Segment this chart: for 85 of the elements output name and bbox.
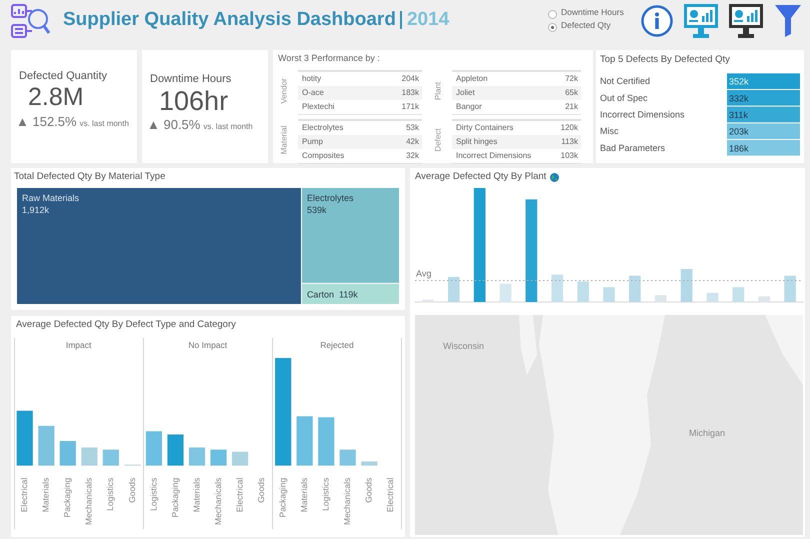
data-label: 32k <box>406 151 419 160</box>
category-label: Composites <box>302 151 344 160</box>
data-label: 120k <box>560 123 578 132</box>
category-label: hotity <box>302 74 322 84</box>
category-label: Carton <box>306 289 334 300</box>
data-label: 103k <box>560 151 578 160</box>
y-tick-label: Not Certified <box>600 76 650 86</box>
x-tick-label: Materials <box>191 478 202 512</box>
text: Worst 3 Performance by : <box>278 53 380 64</box>
text: Downtime Hours <box>561 7 624 18</box>
category-label: Electrolytes <box>302 123 344 132</box>
text: Defected Qty <box>561 20 611 31</box>
y-tick-label: Misc <box>600 126 619 136</box>
text: Supplier Quality Analysis Dashboard <box>63 9 396 31</box>
text: Impact <box>66 340 92 350</box>
x-tick-label: Packaging <box>277 477 288 518</box>
category-label: Plextechi <box>302 102 334 112</box>
y-tick-label: Out of Spec <box>600 92 648 103</box>
y-tick-label: Bad Parameters <box>600 142 666 153</box>
data-label: 53k <box>406 123 419 132</box>
text: ▲ 152.5% <box>16 114 77 129</box>
x-tick-label: Electrical <box>385 478 396 512</box>
text: vs. last month <box>80 119 129 128</box>
ref-line-label: Avg <box>416 268 432 278</box>
category-label: Dirty Containers <box>456 123 514 132</box>
x-tick-label: Goods <box>364 478 374 503</box>
data-label: 171k <box>402 102 419 112</box>
y-tick-label: Incorrect Dimensions <box>600 109 686 120</box>
data-label: 204k <box>402 74 419 84</box>
category-label: Pump <box>302 137 323 146</box>
data-label: 72k <box>565 74 578 84</box>
category-label: Electrolytes <box>306 193 354 203</box>
text: Defected Quantity <box>19 70 108 83</box>
text: No Impact <box>188 340 228 350</box>
x-tick-label: Materials <box>299 478 310 512</box>
text: Wisconsin <box>443 341 484 352</box>
data-label: 1,912k <box>22 205 50 215</box>
x-tick-label: Logistics <box>320 478 331 511</box>
text: Vendor <box>279 78 289 104</box>
chart-title: Average Defected Qty By Defect Type and Category <box>16 319 236 331</box>
x-tick-label: Mechanicals <box>84 478 94 526</box>
x-tick-label: Logistics <box>105 478 116 511</box>
x-tick-label: Packaging <box>62 477 72 518</box>
x-tick-label: Materials <box>40 478 51 512</box>
x-tick-label: Goods <box>256 478 266 503</box>
data-label: 42k <box>406 137 419 146</box>
x-tick-label: Goods <box>126 478 137 503</box>
text: Rejected <box>320 340 354 350</box>
category-label: Appleton <box>456 74 488 84</box>
x-tick-label: Mechanicals <box>212 478 223 526</box>
data-label: 352k <box>729 76 750 87</box>
x-tick-label: Logistics <box>148 478 158 511</box>
data-label: 539k <box>306 205 327 215</box>
data-label: 186k <box>729 143 750 154</box>
data-label: 203k <box>729 126 750 137</box>
category-label: Split hinges <box>456 137 498 146</box>
text: Material <box>279 126 289 154</box>
text: vs. last month <box>203 122 253 131</box>
data-label: 65k <box>565 88 578 98</box>
category-label: Raw Materials <box>22 193 80 203</box>
category-label: O-ace <box>302 88 324 98</box>
text: 2014 <box>406 9 450 31</box>
data-label: 311k <box>729 110 748 120</box>
text: Plant <box>433 82 443 100</box>
data-label: 2.8M <box>28 83 84 112</box>
text: Total Defected Qty By Material Type <box>14 171 166 183</box>
data-label: 21k <box>565 102 578 112</box>
text: Michigan <box>689 428 726 438</box>
chart-title: Top 5 Defects By Defected Qty <box>600 54 730 66</box>
x-tick-label: Mechanicals <box>342 478 352 526</box>
category-label: Bangor <box>456 102 482 112</box>
chart-title: Average Defected Qty By Plant <box>415 171 546 183</box>
category-label: Joliet <box>456 88 475 98</box>
data-label: 113k <box>561 137 578 146</box>
x-tick-label: Electrical <box>234 478 244 512</box>
text: Defect <box>433 128 443 152</box>
data-label: 119k <box>338 289 358 300</box>
x-tick-label: Packaging <box>170 477 180 518</box>
category-label: Incorrect Dimensions <box>456 151 532 160</box>
text: Downtime Hours <box>150 73 232 86</box>
x-tick-label: Electrical <box>19 478 30 512</box>
text: ▲ 90.5% <box>147 117 200 132</box>
data-label: 332k <box>729 93 750 104</box>
data-label: 106hr <box>159 86 228 118</box>
data-label: 183k <box>402 88 419 98</box>
